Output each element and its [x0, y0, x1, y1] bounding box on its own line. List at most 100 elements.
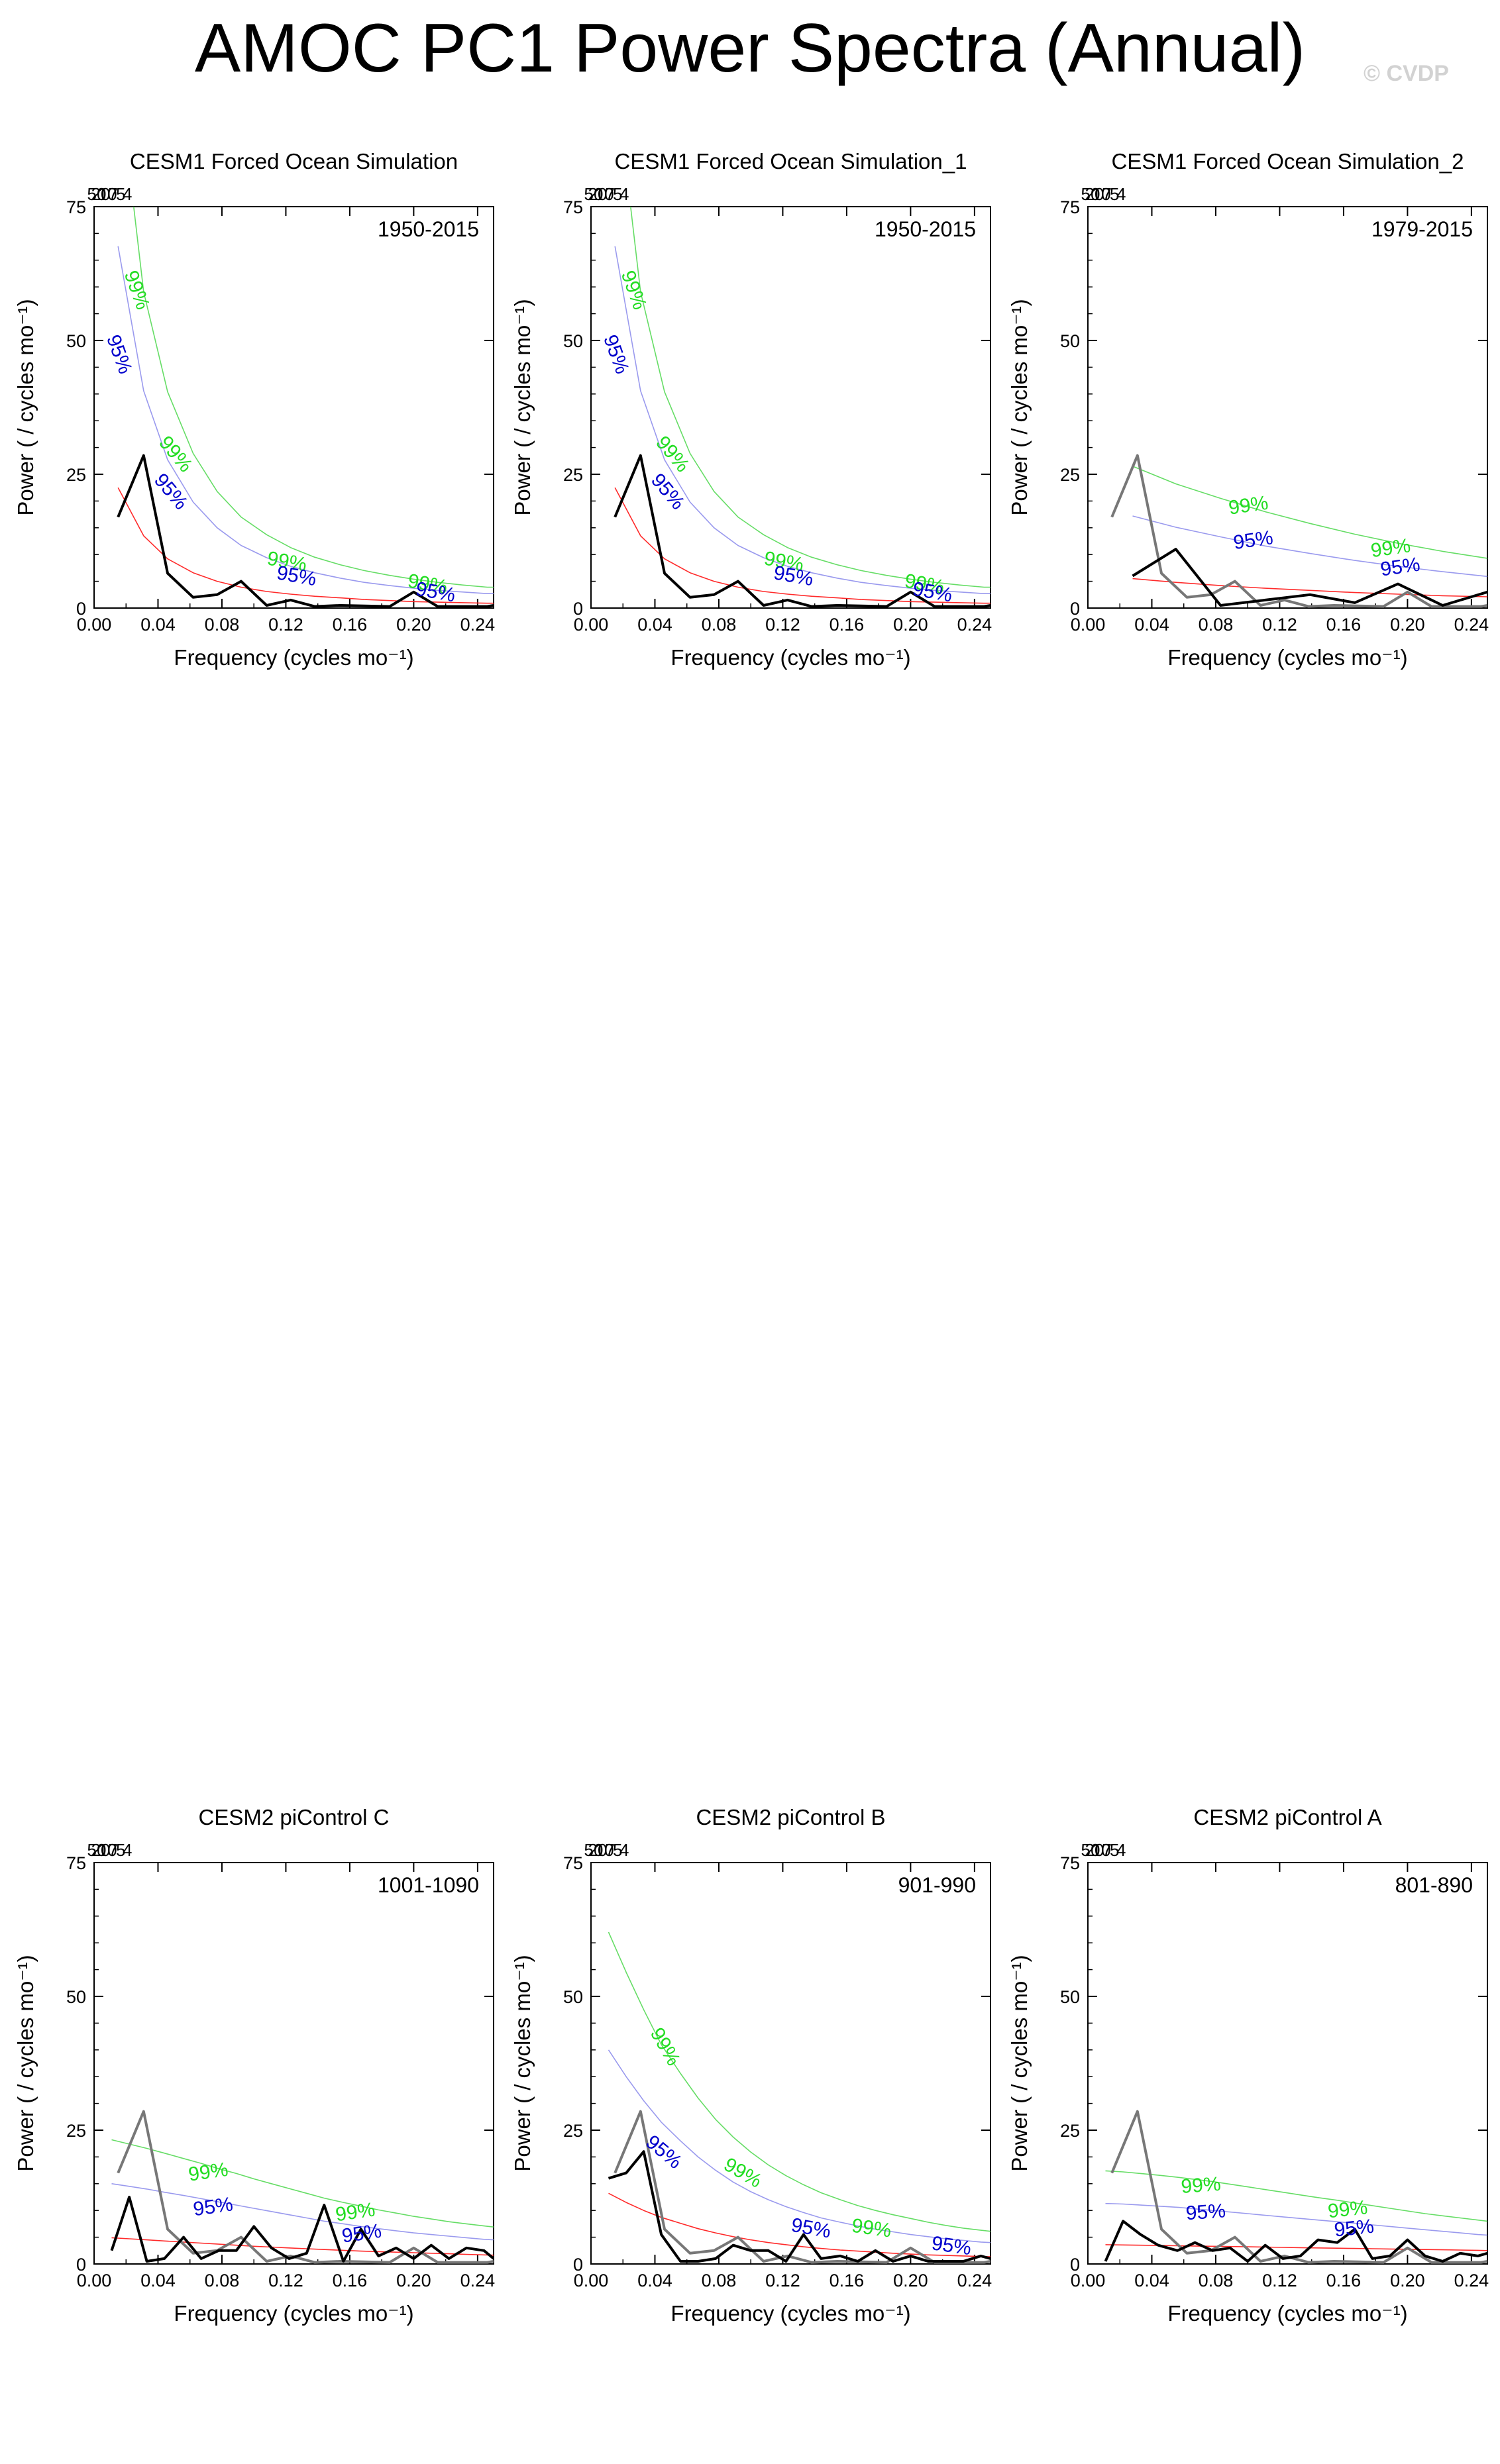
- y-tick-label: 25: [66, 2121, 86, 2141]
- period-tick-label: 5: [1110, 1840, 1119, 1860]
- reference-series-line: [1110, 2110, 1487, 2264]
- x-tick-label: 0.20: [1390, 615, 1425, 635]
- plot-frame: [1087, 206, 1488, 609]
- panel-title: CESM2 piControl B: [696, 1805, 885, 1829]
- labels95-confidence-label: 95%: [192, 2193, 235, 2220]
- period-tick-label: 50: [1081, 184, 1100, 204]
- red-noise-series-line: [117, 487, 494, 604]
- x-tick-label: 0.24: [460, 2271, 496, 2290]
- y-tick-label: 50: [1060, 331, 1080, 351]
- period-tick-label: 10: [1092, 184, 1111, 204]
- y-axis-label: Power ( / cycles mo⁻¹): [510, 1955, 535, 2171]
- y-tick-label: 50: [563, 1987, 583, 2007]
- labels95-confidence-label: 95%: [1232, 527, 1274, 554]
- y-tick-label: 0: [573, 599, 583, 619]
- panel-title: CESM1 Forced Ocean Simulation_2: [1112, 149, 1464, 174]
- x-tick-label: 0.12: [1262, 2271, 1297, 2290]
- period-tick-label: 5: [1110, 184, 1119, 204]
- x-tick-label: 0.04: [140, 2271, 176, 2290]
- x-tick-label: 0.16: [333, 615, 368, 635]
- y-tick-label: 25: [563, 465, 583, 485]
- period-tick-label: 20: [91, 184, 111, 204]
- conf95-series-line: [117, 246, 494, 595]
- x-tick-label: 0.08: [1199, 2271, 1234, 2290]
- period-label: 1950-2015: [875, 217, 976, 241]
- conf99-series-line: [1105, 2170, 1487, 2222]
- x-tick-label: 0.08: [702, 2271, 737, 2290]
- spectrum-panel-cesm2-picontrol-a: CESM2 piControl A 801-890 0.00 0.04 0.08 0.12…: [1007, 1805, 1489, 2326]
- x-tick-label: 0.12: [1262, 615, 1297, 635]
- red-noise-series-line: [1105, 2244, 1487, 2251]
- spectrum-panel-cesm1-forced-1: CESM1 Forced Ocean Simulation_1 1950-2015…: [510, 149, 992, 670]
- labels95-confidence-label: 95%: [599, 332, 633, 377]
- period-tick-label: 7: [605, 1840, 614, 1860]
- cvdp-watermark: © CVDP: [1364, 61, 1449, 86]
- reference-series-line: [1110, 454, 1487, 608]
- labels99-confidence-label: 99%: [850, 2215, 892, 2242]
- x-tick-label: 0.04: [637, 2271, 672, 2290]
- x-tick-label: 0.24: [460, 615, 496, 635]
- y-axis-label: Power ( / cycles mo⁻¹): [13, 299, 38, 515]
- labels95-confidence-label: 95%: [790, 2214, 833, 2243]
- period-tick-label: 4: [1116, 1840, 1126, 1860]
- period-label: 1950-2015: [378, 217, 479, 241]
- x-tick-label: 0.16: [830, 2271, 865, 2290]
- spectrum-series-line: [608, 2150, 991, 2263]
- x-tick-label: 0.08: [205, 615, 240, 635]
- plot-frame: [1087, 1862, 1488, 2265]
- conf95-series-line: [1132, 515, 1487, 578]
- y-tick-label: 25: [563, 2121, 583, 2141]
- y-tick-label: 50: [563, 331, 583, 351]
- x-tick-label: 0.20: [1390, 2271, 1425, 2290]
- period-tick-label: 20: [1085, 1840, 1104, 1860]
- x-tick-label: 0.12: [765, 615, 800, 635]
- y-tick-label: 50: [66, 331, 86, 351]
- period-label: 901-990: [898, 1873, 976, 1897]
- y-axis-label: Power ( / cycles mo⁻¹): [13, 1955, 38, 2171]
- period-tick-label: 4: [123, 184, 132, 204]
- x-tick-label: 0.00: [77, 615, 112, 635]
- x-axis-label: Frequency (cycles mo⁻¹): [670, 2301, 910, 2326]
- x-tick-label: 0.08: [205, 2271, 240, 2290]
- x-tick-label: 0.04: [1134, 2271, 1169, 2290]
- plot-frame: [93, 206, 494, 609]
- y-tick-label: 75: [66, 197, 86, 217]
- x-tick-label: 0.12: [268, 615, 303, 635]
- period-tick-label: 50: [584, 184, 604, 204]
- plot-frame: [93, 1862, 494, 2265]
- period-tick-label: 4: [619, 184, 629, 204]
- y-tick-label: 0: [76, 599, 86, 619]
- spectrum-panel-cesm2-picontrol-b: CESM2 piControl B 901-990 0.00 0.04 0.08 0.12…: [510, 1805, 992, 2326]
- period-tick-label: 20: [1085, 184, 1104, 204]
- panel-title: CESM2 piControl C: [199, 1805, 390, 1829]
- period-tick-label: 7: [108, 1840, 117, 1860]
- period-label: 801-890: [1395, 1873, 1473, 1897]
- x-axis-label: Frequency (cycles mo⁻¹): [174, 645, 413, 670]
- conf95-series-line: [1105, 2202, 1487, 2236]
- period-tick-label: 5: [613, 184, 622, 204]
- spectrum-series-line: [614, 454, 991, 608]
- x-tick-label: 0.16: [830, 615, 865, 635]
- labels95-confidence-label: 95%: [275, 562, 318, 590]
- labels95-confidence-label: 95%: [341, 2220, 383, 2247]
- panel-title: CESM2 piControl A: [1193, 1805, 1381, 1829]
- period-tick-label: 5: [116, 184, 125, 204]
- period-tick-label: 5: [116, 1840, 125, 1860]
- x-tick-label: 0.24: [957, 615, 992, 635]
- labels95-confidence-label: 95%: [772, 562, 815, 590]
- conf99-series-line: [111, 2139, 494, 2228]
- x-tick-label: 0.08: [702, 615, 737, 635]
- x-tick-label: 0.24: [957, 2271, 992, 2290]
- labels99-confidence-label: 99%: [120, 268, 154, 313]
- period-tick-label: 20: [588, 1840, 608, 1860]
- y-axis-label: Power ( / cycles mo⁻¹): [510, 299, 535, 515]
- y-axis-label: Power ( / cycles mo⁻¹): [1007, 299, 1032, 515]
- x-tick-label: 0.00: [77, 2271, 112, 2290]
- y-tick-label: 25: [66, 465, 86, 485]
- labels95-confidence-label: 95%: [1185, 2200, 1226, 2224]
- y-tick-label: 75: [66, 1853, 86, 1873]
- period-tick-label: 20: [588, 184, 608, 204]
- labels95-confidence-label: 95%: [647, 470, 689, 514]
- conf99-series-line: [608, 1931, 991, 2232]
- period-tick-label: 50: [584, 1840, 604, 1860]
